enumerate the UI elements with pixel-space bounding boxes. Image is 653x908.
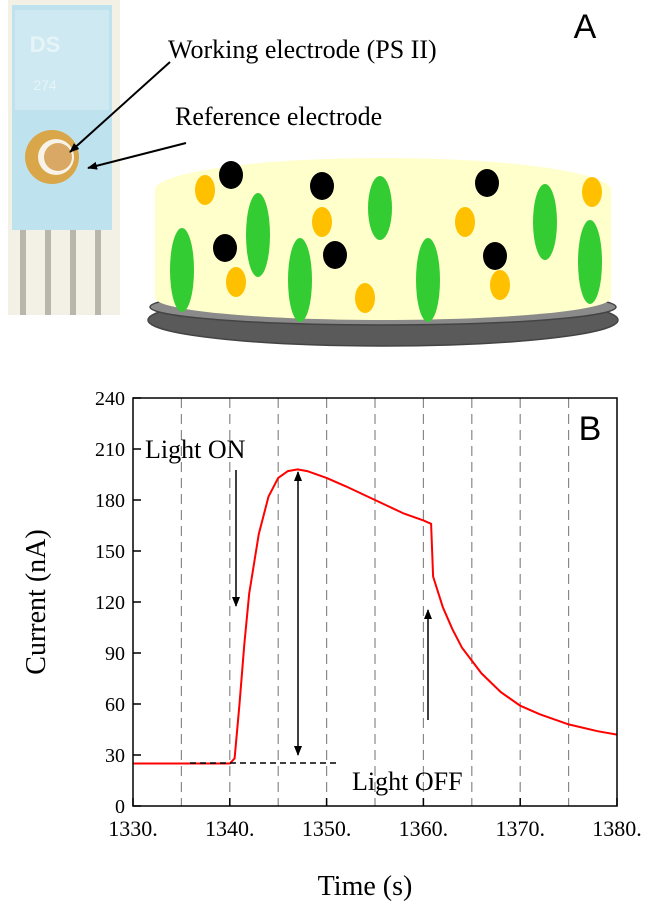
x-tick-label: 1380. [592,816,642,841]
x-tick-label: 1330. [108,816,158,841]
cell [288,238,312,322]
y-tick-label: 30 [105,745,125,767]
annotation: Working electrode (PS II) [168,35,437,64]
particle [310,172,334,200]
particle [312,207,332,237]
pin [20,230,26,315]
particle [213,234,237,262]
working-disk [44,143,72,171]
y-tick-label: 90 [105,643,125,665]
y-tick-label: 60 [105,694,125,716]
particle [219,161,243,189]
particle [355,283,375,313]
particle [490,270,510,300]
x-axis-label: Time (s) [318,871,413,902]
annotation: Reference electrode [175,102,382,131]
cell [578,220,602,304]
strip-top [15,10,109,110]
cell [246,193,270,277]
x-tick-label: 1350. [302,816,352,841]
cell [416,238,440,322]
pin [95,230,101,315]
cell [368,176,392,240]
particle [483,242,507,270]
annotation: Light OFF [352,767,463,796]
x-tick-label: 1370. [495,816,545,841]
y-tick-label: 180 [95,490,125,512]
schematic [148,158,618,346]
particle [323,241,347,269]
particle [455,207,475,237]
annotation: Light ON [145,435,246,464]
particle [226,267,246,297]
x-tick-label: 1360. [399,816,449,841]
cell [170,228,194,312]
particle [475,169,499,197]
panel-label: A [574,8,597,46]
y-tick-label: 0 [115,796,125,818]
cell [533,184,557,260]
electrode-photo: DS 274 [8,0,120,315]
pin [45,230,51,315]
y-tick-label: 240 [95,388,125,410]
particle [582,177,602,207]
panel-label: B [579,410,602,448]
y-tick-label: 210 [95,439,125,461]
figure: DS 274 Working electrode (PS II) Referen… [0,0,653,908]
photo-text: DS [30,32,61,57]
y-axis-label: Current (nA) [21,529,52,674]
x-tick-label: 1340. [205,816,255,841]
y-tick-label: 120 [95,592,125,614]
photo-text: 274 [33,77,57,93]
particle [195,175,215,205]
pin [70,230,76,315]
y-tick-label: 150 [95,541,125,563]
